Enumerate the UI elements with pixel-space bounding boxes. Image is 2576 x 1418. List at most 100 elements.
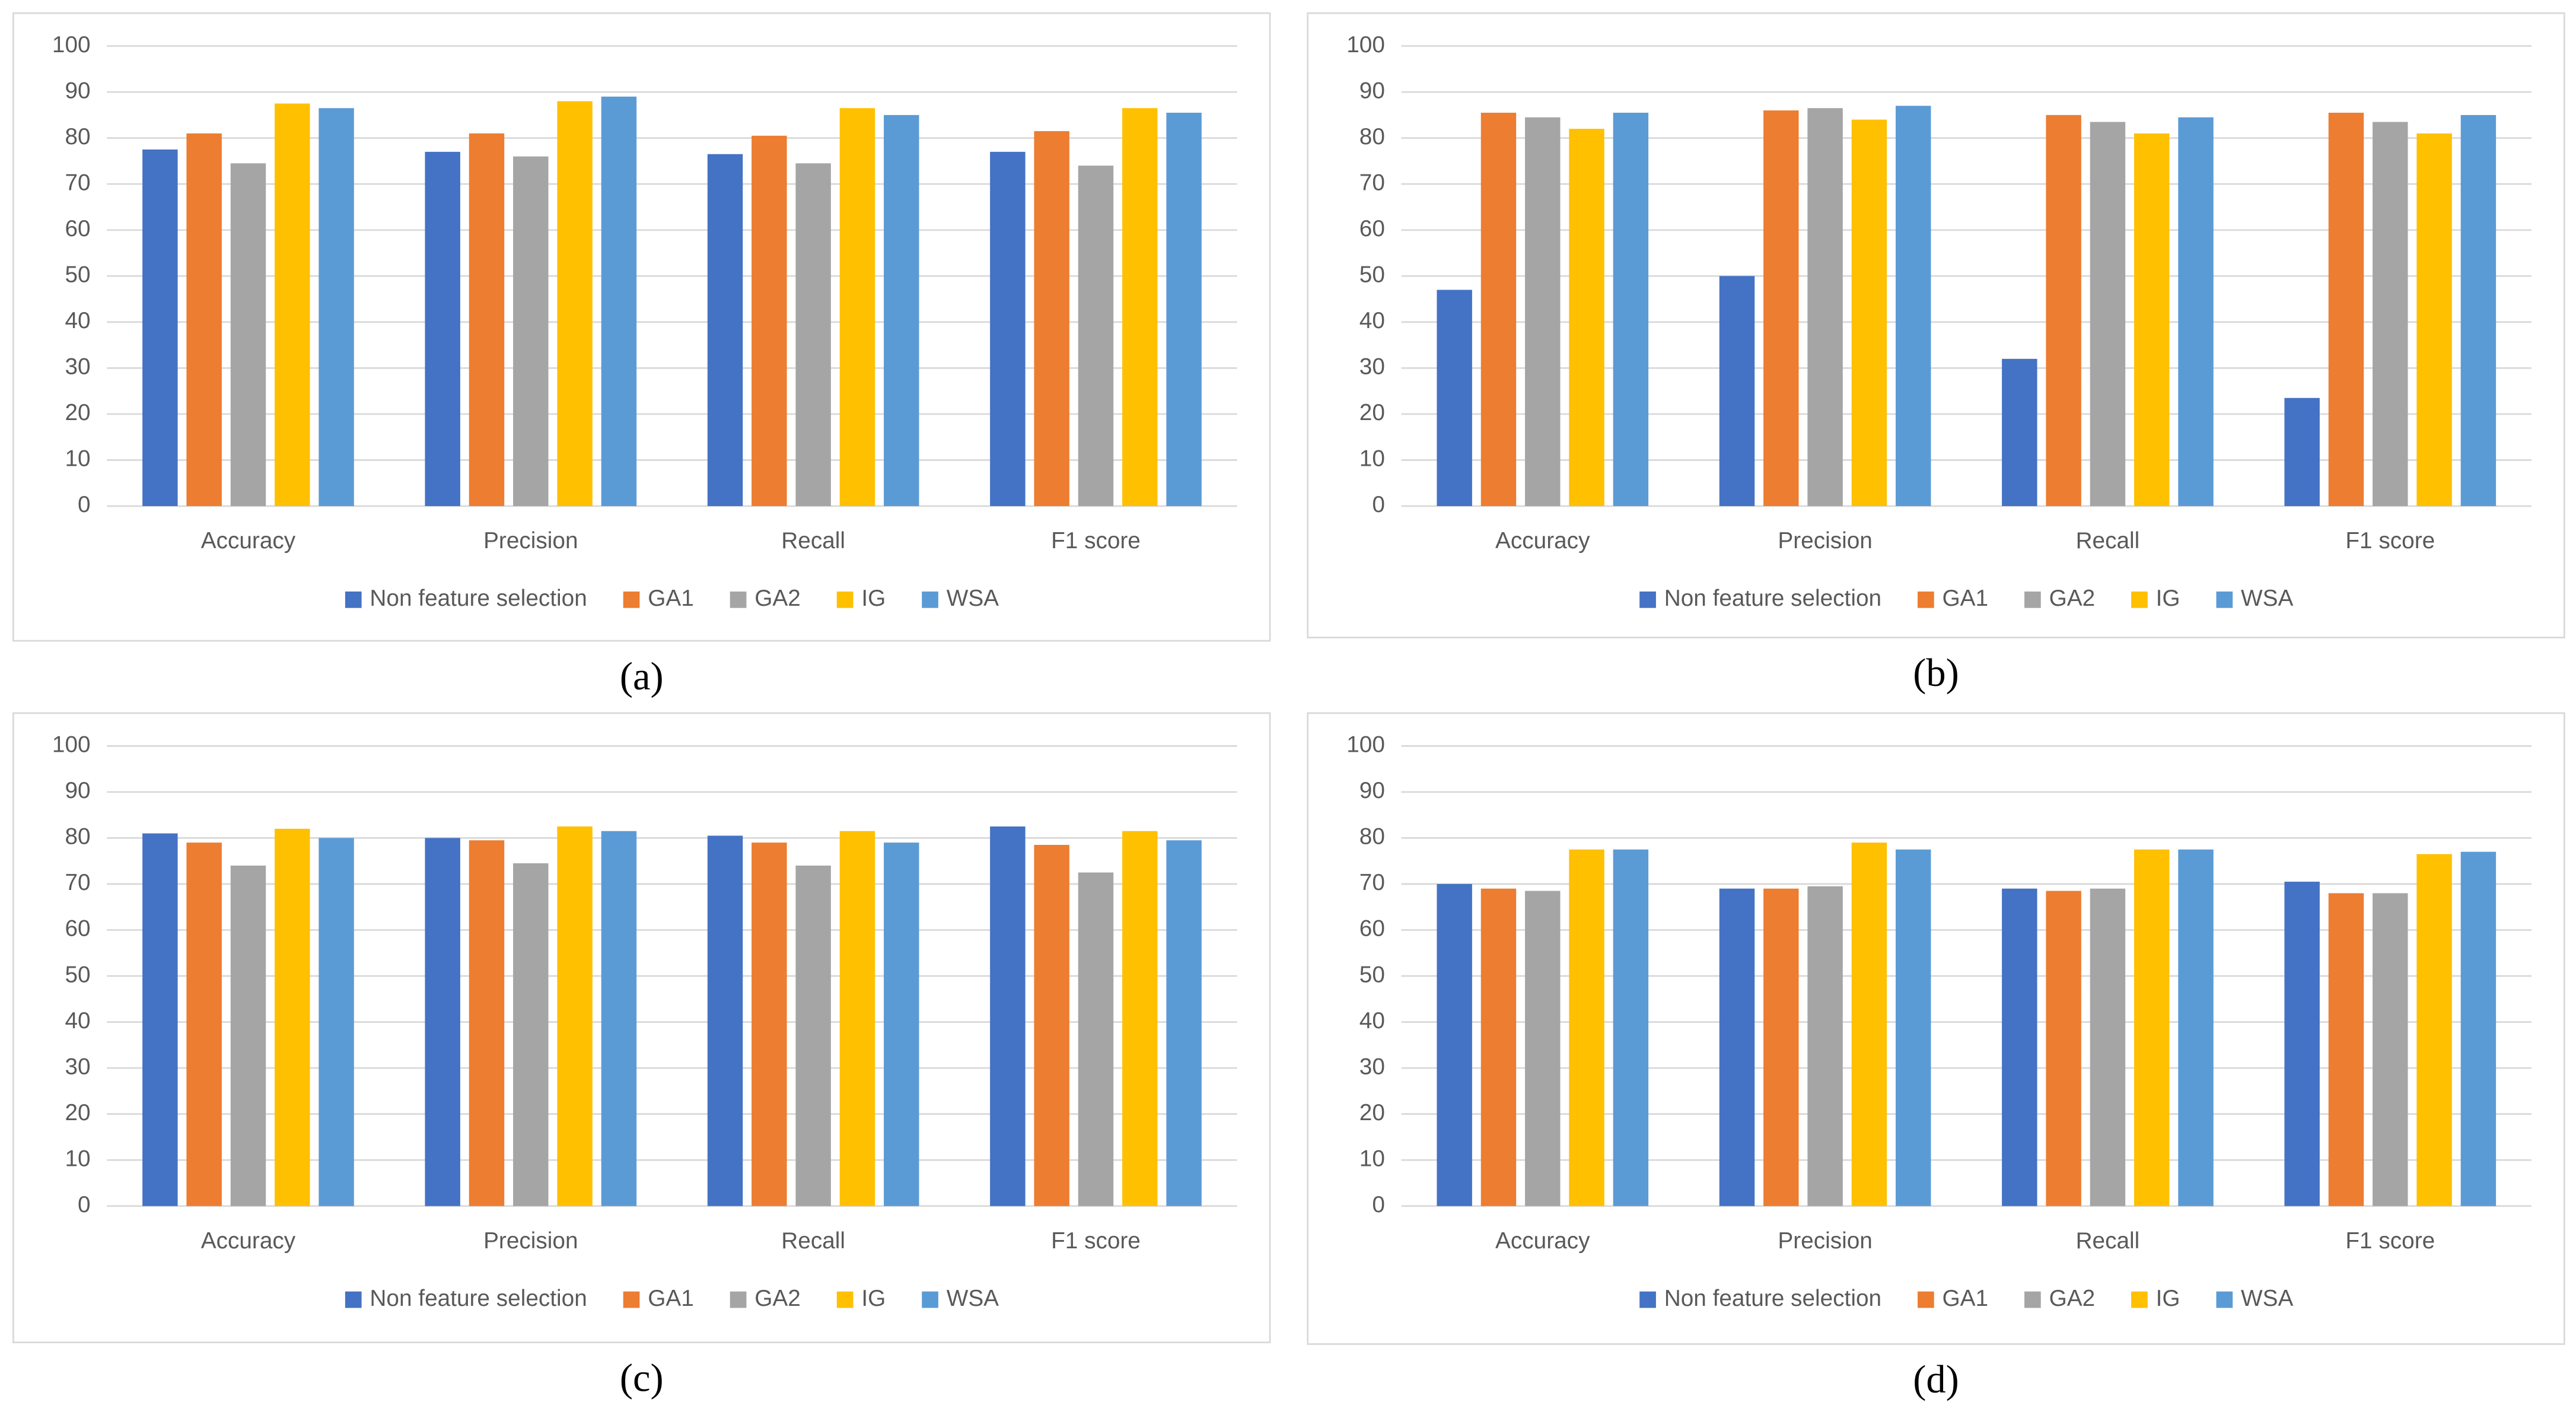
legend-label: IG xyxy=(861,586,886,611)
bar xyxy=(990,826,1026,1206)
y-tick-label: 90 xyxy=(65,78,90,103)
bar xyxy=(1078,872,1114,1206)
y-tick-label: 60 xyxy=(65,216,90,241)
legend-swatch xyxy=(730,591,747,608)
y-tick-label: 40 xyxy=(65,1008,90,1034)
bar xyxy=(469,133,505,506)
legend-label: GA2 xyxy=(2049,1286,2096,1311)
bar xyxy=(707,154,743,506)
bar xyxy=(230,163,266,506)
bar xyxy=(2178,117,2214,506)
bar xyxy=(513,863,549,1206)
legend-swatch xyxy=(623,1291,640,1308)
legend-swatch xyxy=(345,591,362,608)
y-tick-label: 100 xyxy=(52,732,91,758)
x-tick-label: Precision xyxy=(483,528,578,554)
y-tick-label: 50 xyxy=(1359,962,1385,987)
bar xyxy=(2134,849,2170,1206)
bar xyxy=(1034,131,1069,506)
bar xyxy=(425,838,460,1206)
legend-label: WSA xyxy=(2241,1286,2293,1311)
bar xyxy=(752,842,787,1206)
bar xyxy=(2460,851,2497,1206)
bar xyxy=(275,828,310,1206)
x-tick-label: Recall xyxy=(2076,528,2140,554)
legend-label: GA1 xyxy=(1943,586,1989,611)
bar xyxy=(319,838,354,1206)
bar xyxy=(2284,882,2320,1206)
legend-swatch xyxy=(2024,1291,2041,1308)
bar xyxy=(2416,133,2452,506)
legend-swatch xyxy=(345,1291,362,1308)
legend: Non feature selection GA1 GA2 IG WSA xyxy=(345,1286,999,1311)
panel-label: (a) xyxy=(620,655,664,698)
legend-swatch xyxy=(730,1291,747,1308)
x-tick-label: F1 score xyxy=(1051,528,1141,554)
legend-label: GA2 xyxy=(754,586,801,611)
bar xyxy=(1122,108,1158,506)
bar xyxy=(2046,891,2081,1206)
bar xyxy=(1122,831,1158,1206)
bar xyxy=(2416,854,2452,1206)
legend-label: IG xyxy=(2156,1286,2180,1311)
y-tick-label: 80 xyxy=(1359,824,1385,850)
bar xyxy=(795,163,831,506)
y-tick-label: 40 xyxy=(65,308,90,333)
legend-swatch xyxy=(2131,1291,2148,1308)
legend-swatch xyxy=(2024,591,2041,608)
bar xyxy=(1569,129,1604,506)
bar xyxy=(1078,166,1114,506)
y-tick-label: 0 xyxy=(78,492,91,517)
x-tick-label: Accuracy xyxy=(1495,528,1590,554)
bar xyxy=(1895,849,1931,1206)
y-tick-label: 20 xyxy=(1359,1100,1385,1126)
bar xyxy=(2328,893,2364,1206)
bar xyxy=(707,835,743,1206)
bar xyxy=(1525,117,1561,506)
bar xyxy=(1851,842,1887,1206)
bar xyxy=(557,101,593,506)
legend-label: IG xyxy=(2156,586,2180,611)
bar xyxy=(1034,845,1069,1206)
bar xyxy=(1763,888,1799,1206)
panel-label: (b) xyxy=(1913,651,1959,695)
bar xyxy=(2002,888,2037,1206)
y-tick-label: 30 xyxy=(65,1054,90,1079)
bar xyxy=(884,842,919,1206)
y-tick-label: 100 xyxy=(52,32,91,58)
bar xyxy=(2460,115,2497,506)
x-tick-label: Accuracy xyxy=(201,1228,296,1254)
y-tick-label: 90 xyxy=(65,778,90,803)
bar xyxy=(513,156,549,506)
legend-label: WSA xyxy=(2241,586,2293,611)
bar xyxy=(795,865,831,1206)
y-tick-label: 0 xyxy=(1372,1192,1385,1217)
x-tick-label: Recall xyxy=(781,528,845,554)
panel-label: (d) xyxy=(1913,1358,1959,1401)
y-tick-label: 50 xyxy=(65,262,90,287)
bar xyxy=(2002,358,2037,506)
y-tick-label: 80 xyxy=(65,824,90,850)
y-tick-label: 30 xyxy=(1359,1054,1385,1079)
bar xyxy=(2373,893,2408,1206)
y-tick-label: 40 xyxy=(1359,1008,1385,1034)
bar xyxy=(2373,122,2408,506)
bar xyxy=(230,865,266,1206)
legend-label: GA2 xyxy=(2049,586,2096,611)
legend-swatch xyxy=(836,1291,854,1308)
bar xyxy=(1719,888,1755,1206)
legend-label: WSA xyxy=(947,1286,999,1311)
bar xyxy=(839,831,875,1206)
bar xyxy=(1166,840,1202,1206)
bar xyxy=(186,133,222,506)
panel-label: (c) xyxy=(620,1356,664,1400)
bar xyxy=(1763,110,1799,506)
y-tick-label: 90 xyxy=(1359,778,1385,803)
legend-swatch xyxy=(922,591,938,608)
bar xyxy=(1480,888,1517,1206)
legend-swatch xyxy=(922,1291,938,1308)
legend-swatch xyxy=(2216,1291,2233,1308)
x-tick-label: Precision xyxy=(1778,1228,1872,1254)
y-tick-label: 70 xyxy=(1359,870,1385,895)
